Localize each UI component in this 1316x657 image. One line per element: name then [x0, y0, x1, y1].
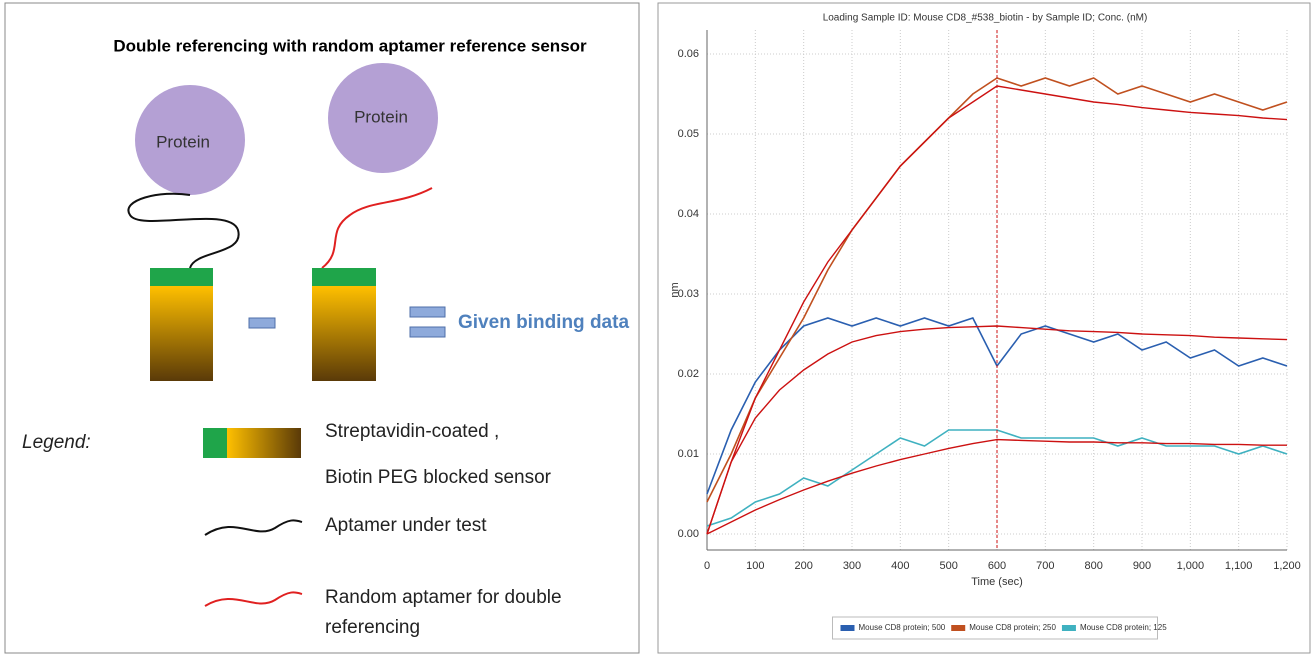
legend-item: Biotin PEG blocked sensor: [325, 467, 552, 488]
equals-sign: [410, 327, 445, 337]
page: Double referencing with random aptamer r…: [0, 0, 1316, 657]
legend-sensor: [227, 428, 301, 458]
x-tick-label: 100: [746, 560, 764, 572]
chart-title: Loading Sample ID: Mouse CD8_#538_biotin…: [823, 13, 1148, 24]
legend-swatch: [1062, 625, 1076, 631]
aptamer: [128, 194, 238, 268]
y-axis-label: nm: [669, 282, 681, 297]
legend-label: Mouse CD8 protein; 125: [1080, 623, 1167, 632]
legend-aptamer: [205, 520, 302, 535]
x-tick-label: 400: [891, 560, 909, 572]
x-tick-label: 800: [1084, 560, 1102, 572]
legend-random-aptamer: [205, 592, 302, 606]
protein-label: Protein: [354, 107, 408, 126]
legend-title: Legend:: [22, 432, 91, 453]
legend-label: Mouse CD8 protein; 500: [859, 623, 946, 632]
y-tick-label: 0.02: [678, 368, 699, 380]
legend-swatch: [841, 625, 855, 631]
figure: Double referencing with random aptamer r…: [0, 0, 1316, 657]
x-tick-label: 200: [794, 560, 812, 572]
x-tick-label: 1,100: [1225, 560, 1253, 572]
x-axis-label: Time (sec): [971, 576, 1023, 588]
x-tick-label: 1,000: [1177, 560, 1205, 572]
legend-coat: [203, 428, 227, 458]
x-tick-label: 500: [939, 560, 957, 572]
y-tick-label: 0.06: [678, 48, 699, 60]
protein-label: Protein: [156, 132, 210, 151]
x-tick-label: 300: [843, 560, 861, 572]
random-aptamer: [322, 188, 432, 268]
legend-item: Streptavidin-coated ,: [325, 421, 499, 442]
x-tick-label: 0: [704, 560, 710, 572]
diagram-title: Double referencing with random aptamer r…: [113, 36, 587, 55]
minus-sign: [249, 318, 275, 328]
y-tick-label: 0.00: [678, 528, 699, 540]
y-tick-label: 0.01: [678, 448, 699, 460]
result-label: Given binding data: [458, 312, 629, 333]
legend-item: Aptamer under test: [325, 515, 487, 536]
x-tick-label: 700: [1036, 560, 1054, 572]
sensor-coat: [312, 268, 376, 286]
x-tick-label: 1,200: [1273, 560, 1301, 572]
equals-sign: [410, 307, 445, 317]
sensor: [150, 286, 213, 381]
legend-swatch: [951, 625, 965, 631]
x-tick-label: 900: [1133, 560, 1151, 572]
y-tick-label: 0.05: [678, 128, 699, 140]
sensor: [312, 286, 376, 381]
x-tick-label: 600: [988, 560, 1006, 572]
sensor-coat: [150, 268, 213, 286]
legend-item: Random aptamer for double referencing: [325, 583, 585, 643]
y-tick-label: 0.04: [678, 208, 699, 220]
legend-label: Mouse CD8 protein; 250: [969, 623, 1056, 632]
